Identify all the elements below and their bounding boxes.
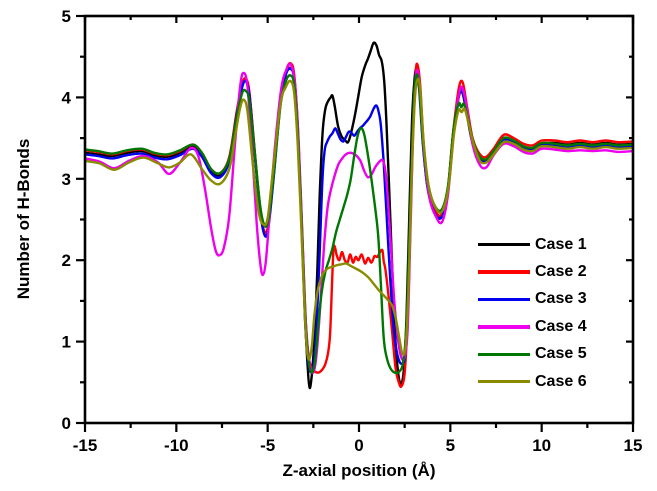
legend-item-case-6: Case 6 xyxy=(478,368,587,395)
legend-item-case-2: Case 2 xyxy=(478,258,587,285)
y-tick-label: 3 xyxy=(62,170,71,189)
legend-label: Case 5 xyxy=(535,345,587,363)
legend-line-swatch xyxy=(478,379,530,384)
legend-line-swatch xyxy=(478,242,530,247)
y-tick-label: 2 xyxy=(62,251,71,270)
legend-item-case-4: Case 4 xyxy=(478,313,587,340)
series-line-case-6 xyxy=(85,77,633,361)
legend-item-case-3: Case 3 xyxy=(478,286,587,313)
x-tick-label: 5 xyxy=(446,436,455,455)
legend-item-case-5: Case 5 xyxy=(478,341,587,368)
x-tick-label: -10 xyxy=(164,436,189,455)
y-tick-label: 5 xyxy=(62,7,71,26)
x-tick-label: -15 xyxy=(73,436,98,455)
legend-label: Case 1 xyxy=(535,235,587,253)
legend-label: Case 6 xyxy=(535,372,587,390)
legend-label: Case 2 xyxy=(535,263,587,281)
x-tick-label: 10 xyxy=(532,436,551,455)
legend-label: Case 3 xyxy=(535,290,587,308)
x-axis-title: Z-axial position (Å) xyxy=(282,461,436,480)
legend-line-swatch xyxy=(478,270,530,274)
legend-item-case-1: Case 1 xyxy=(478,231,587,258)
x-tick-label: 0 xyxy=(354,436,363,455)
x-tick-label: 15 xyxy=(624,436,643,455)
y-axis-title: Number of H-Bonds xyxy=(14,138,33,300)
legend-line-swatch xyxy=(478,297,530,302)
legend: Case 1 Case 2 Case 3 Case 4 Case 5 Case 6 xyxy=(478,231,587,395)
y-tick-label: 1 xyxy=(62,333,71,352)
x-tick-label: -5 xyxy=(260,436,275,455)
y-tick-label: 0 xyxy=(62,414,71,433)
legend-label: Case 4 xyxy=(535,317,587,335)
legend-line-swatch xyxy=(478,352,530,356)
legend-line-swatch xyxy=(478,325,530,329)
y-tick-label: 4 xyxy=(62,88,72,107)
